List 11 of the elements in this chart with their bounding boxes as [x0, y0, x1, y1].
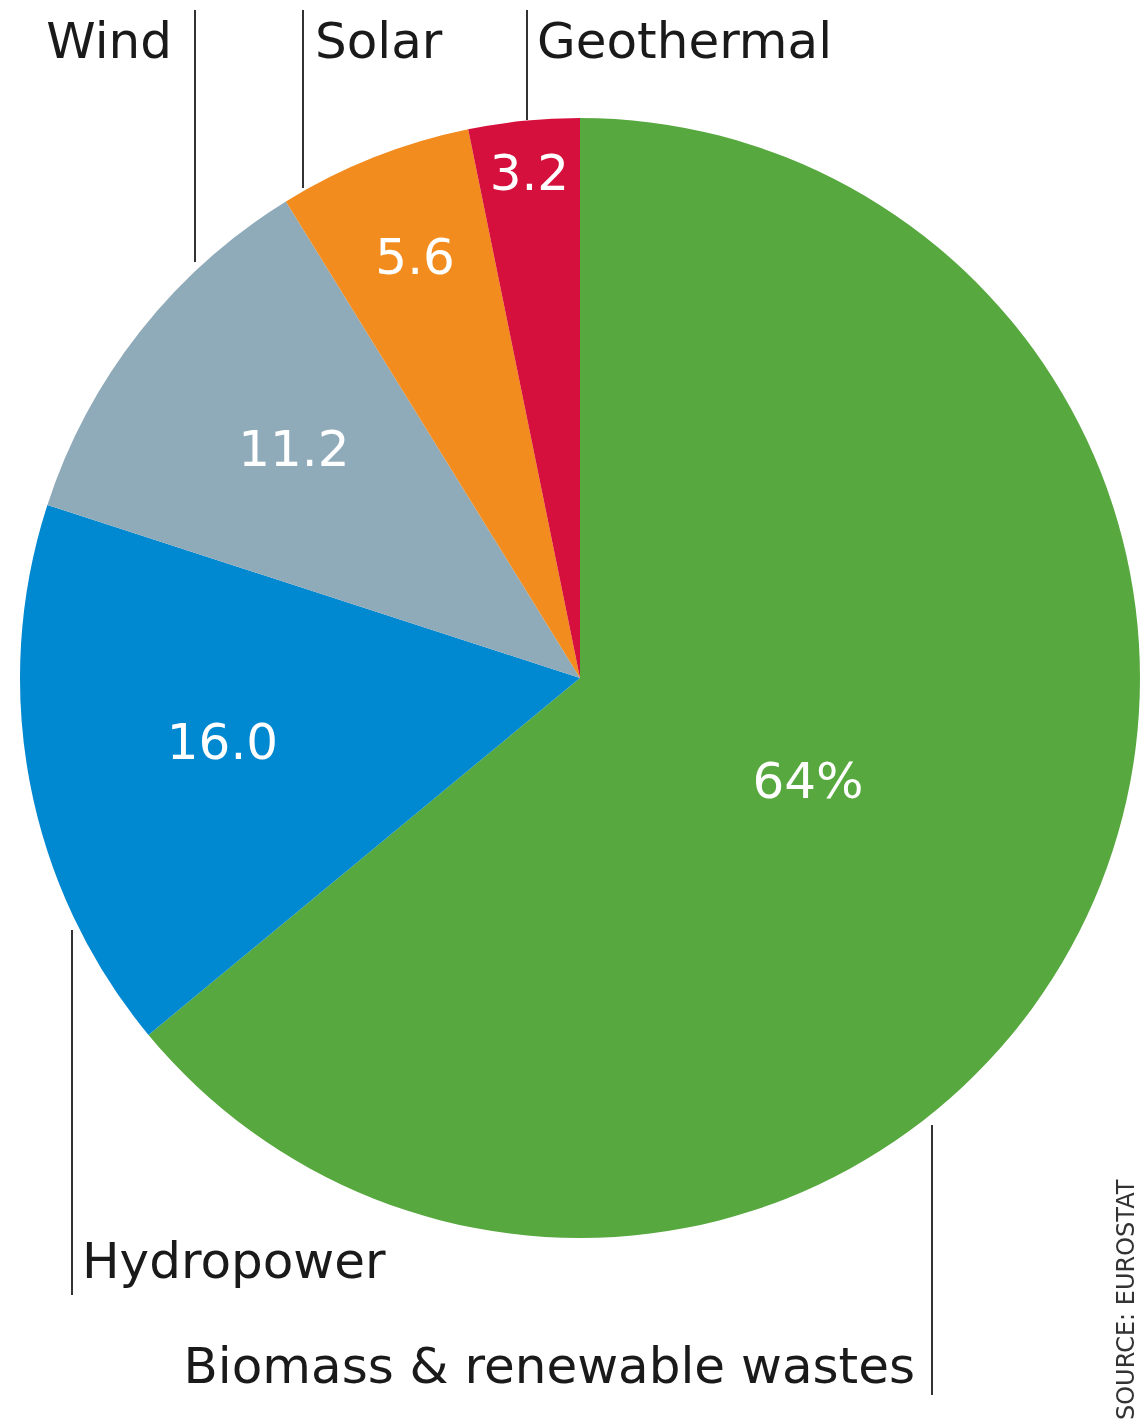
data-label: 16.0: [166, 713, 279, 772]
data-label: 11.2: [238, 420, 350, 479]
data-label: 64%: [752, 752, 864, 811]
slice-label: Biomass & renewable wastes: [183, 1336, 915, 1395]
slice-label: Geothermal: [537, 11, 833, 70]
data-label: 5.6: [375, 228, 455, 287]
data-label: 3.2: [489, 143, 570, 202]
slice-label: Wind: [46, 11, 172, 70]
slice-label: Solar: [315, 11, 443, 70]
slice-label: Hydropower: [82, 1231, 386, 1290]
source-note: SOURCE: EUROSTAT: [1112, 1179, 1141, 1420]
